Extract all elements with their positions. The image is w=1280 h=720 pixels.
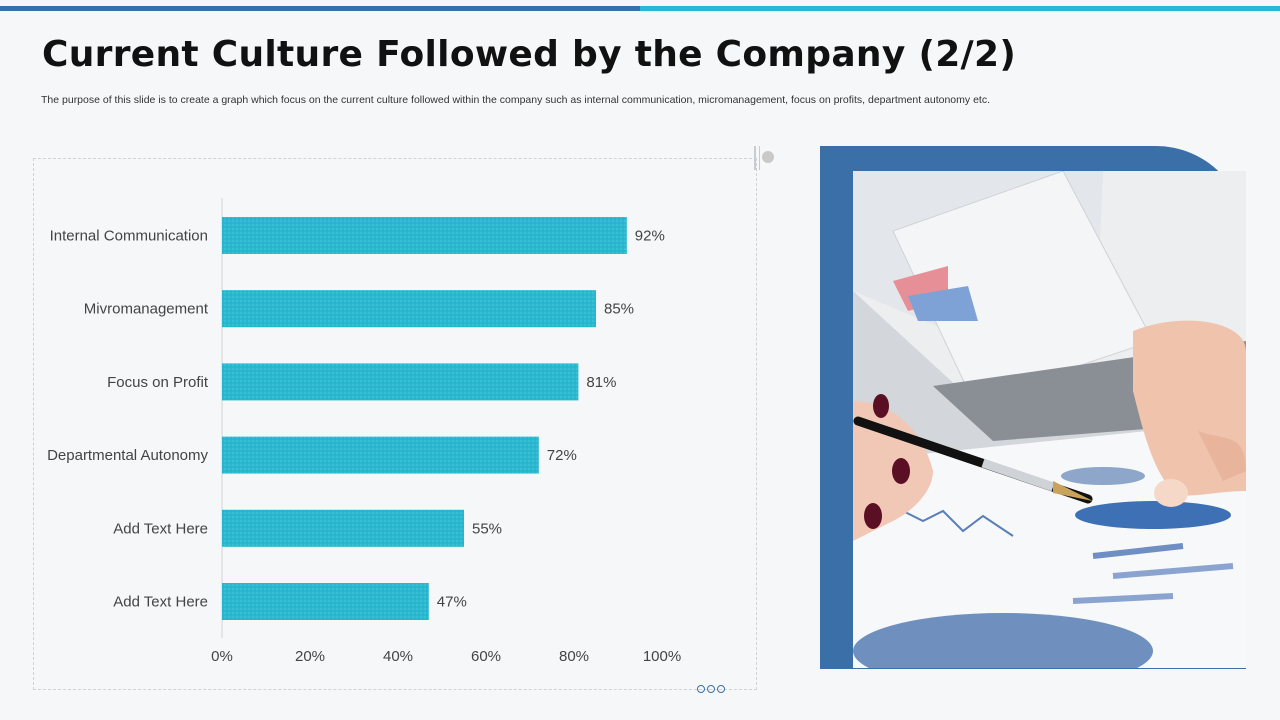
pagination-dot [707, 685, 715, 693]
category-label: Mivromanagement [84, 301, 209, 318]
frame-handle-line [754, 146, 756, 170]
page-subtitle: The purpose of this slide is to create a… [41, 94, 990, 106]
bar-chart: Internal Communication 92% Mivromanagement… [47, 198, 681, 665]
x-tick-label: 40% [383, 648, 413, 665]
frame-handle-line-secondary [759, 146, 760, 170]
pagination-dots [697, 685, 725, 693]
pagination-dot [697, 685, 705, 693]
category-label: Add Text Here [113, 520, 208, 537]
x-tick-label: 100% [643, 648, 681, 665]
bar [222, 436, 539, 474]
x-tick-label: 0% [211, 648, 233, 665]
category-label: Add Text Here [113, 594, 208, 611]
bar [222, 217, 627, 254]
page-title: Current Culture Followed by the Company … [42, 34, 1017, 75]
category-label: Departmental Autonomy [47, 447, 208, 464]
category-label: Internal Communication [50, 228, 208, 245]
x-tick-label: 60% [471, 648, 501, 665]
category-label: Focus on Profit [107, 374, 209, 391]
x-tick-label: 20% [295, 648, 325, 665]
top-accent-bar-light [640, 6, 1280, 11]
bar [222, 290, 596, 328]
data-label: 55% [472, 520, 502, 537]
bar [222, 583, 429, 620]
x-tick-label: 80% [559, 648, 589, 665]
bar [222, 509, 464, 547]
top-accent-bar-dark [0, 6, 640, 11]
data-label: 72% [547, 447, 577, 464]
pagination-dot [717, 685, 725, 693]
hand-with-pen-illustration [853, 171, 1246, 668]
data-label: 81% [586, 374, 616, 391]
data-label: 47% [437, 594, 467, 611]
data-label: 85% [604, 301, 634, 318]
frame-handle-dot [762, 151, 774, 163]
data-label: 92% [635, 228, 665, 245]
business-photo [853, 171, 1246, 668]
bar [222, 363, 579, 401]
chart-frame [33, 158, 757, 690]
